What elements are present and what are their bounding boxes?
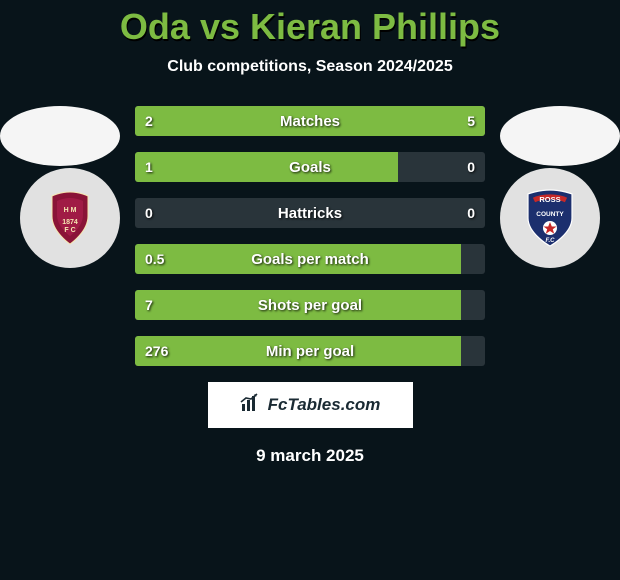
stat-label: Hattricks — [135, 198, 485, 228]
player2-club-badge: ROSS COUNTY F.C — [500, 168, 600, 268]
page-title: Oda vs Kieran Phillips — [0, 0, 620, 48]
svg-text:H M: H M — [64, 207, 77, 214]
stat-row: 25Matches — [135, 106, 485, 136]
player1-photo — [0, 106, 120, 166]
comparison-panel: H M 1874 F C ROSS COUNTY F.C 25Matches 10… — [0, 106, 620, 466]
stat-label: Shots per goal — [135, 290, 485, 320]
stat-label: Goals per match — [135, 244, 485, 274]
subtitle: Club competitions, Season 2024/2025 — [0, 58, 620, 76]
date-text: 9 march 2025 — [0, 446, 620, 466]
stat-row: 10Goals — [135, 152, 485, 182]
stat-label: Matches — [135, 106, 485, 136]
stat-label: Min per goal — [135, 336, 485, 366]
svg-text:F.C: F.C — [546, 238, 556, 244]
svg-text:ROSS: ROSS — [539, 195, 560, 204]
stat-row: 0.5Goals per match — [135, 244, 485, 274]
shield-icon: H M 1874 F C — [40, 188, 100, 248]
club-badge-inner: H M 1874 F C — [29, 177, 111, 259]
stat-bars: 25Matches 10Goals 00Hattricks 0.5Goals per … — [135, 106, 485, 366]
chart-icon — [240, 392, 262, 419]
watermark: FcTables.com — [208, 382, 413, 428]
stat-row: 00Hattricks — [135, 198, 485, 228]
club-badge-inner: ROSS COUNTY F.C — [509, 177, 591, 259]
svg-text:1874: 1874 — [62, 219, 78, 226]
svg-text:COUNTY: COUNTY — [536, 211, 564, 218]
stat-row: 7Shots per goal — [135, 290, 485, 320]
player1-club-badge: H M 1874 F C — [20, 168, 120, 268]
player2-photo — [500, 106, 620, 166]
svg-text:F C: F C — [64, 227, 75, 234]
stat-label: Goals — [135, 152, 485, 182]
stat-row: 276Min per goal — [135, 336, 485, 366]
shield-icon: ROSS COUNTY F.C — [518, 186, 582, 250]
watermark-text: FcTables.com — [268, 395, 381, 415]
